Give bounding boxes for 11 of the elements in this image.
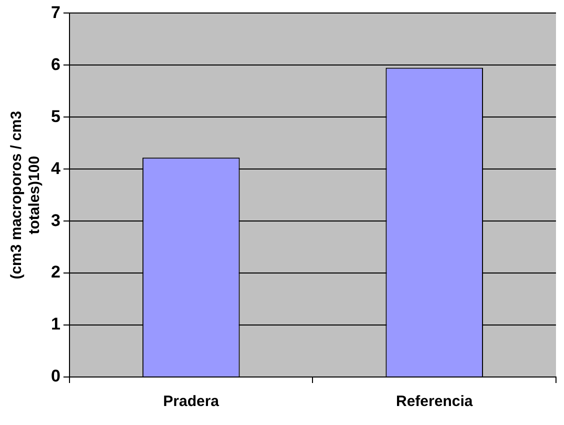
y-tick-label: 3 [50,210,60,230]
y-tick-label: 2 [50,262,60,282]
y-tick-label: 5 [50,106,60,126]
x-tick-label: Pradera [163,393,220,410]
y-tick-label: 7 [50,2,60,22]
y-tick-label: 1 [50,314,60,334]
y-axis-title: (cm3 macroporos / cm3 totales)100 [8,110,44,280]
x-tick-label: Referencia [396,393,474,410]
y-tick-label: 4 [50,158,61,178]
y-tick-label: 6 [50,54,60,74]
y-tick-label: 0 [50,366,60,386]
